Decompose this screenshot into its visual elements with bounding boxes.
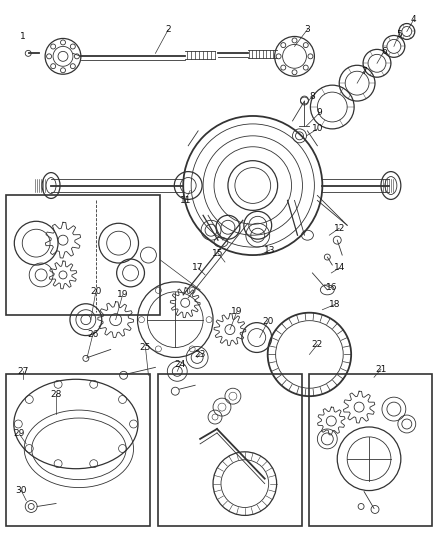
Text: 11: 11 [180, 196, 191, 205]
Bar [159, 374, 303, 527]
Text: 19: 19 [117, 290, 128, 300]
Bar [309, 374, 431, 527]
Text: 10: 10 [311, 124, 323, 133]
Text: 2: 2 [166, 25, 171, 34]
Text: 12: 12 [334, 224, 345, 233]
Text: 27: 27 [18, 367, 29, 376]
Text: 22: 22 [312, 340, 323, 349]
Text: 9: 9 [317, 109, 322, 117]
Text: 1: 1 [21, 32, 26, 41]
Bar [7, 196, 160, 314]
Text: 29: 29 [14, 430, 25, 439]
Text: 6: 6 [381, 47, 387, 56]
Text: 4: 4 [411, 15, 417, 24]
Text: 21: 21 [375, 365, 387, 374]
Text: 26: 26 [87, 330, 99, 339]
Text: 5: 5 [396, 30, 402, 39]
Text: 30: 30 [15, 486, 27, 495]
Text: 16: 16 [325, 284, 337, 293]
Text: 13: 13 [264, 246, 276, 255]
Text: 18: 18 [328, 300, 340, 309]
Text: 14: 14 [334, 263, 345, 272]
Text: 8: 8 [310, 92, 315, 101]
Text: 23: 23 [194, 350, 206, 359]
Text: 28: 28 [50, 390, 62, 399]
Bar [7, 374, 150, 527]
Text: 17: 17 [192, 263, 204, 272]
Text: 20: 20 [262, 317, 273, 326]
Text: 20: 20 [90, 287, 102, 296]
Text: 7: 7 [361, 67, 367, 76]
Text: 25: 25 [140, 343, 151, 352]
Text: 24: 24 [175, 360, 186, 369]
Text: 3: 3 [304, 25, 310, 34]
Text: 15: 15 [212, 248, 224, 257]
Text: 19: 19 [231, 307, 243, 316]
